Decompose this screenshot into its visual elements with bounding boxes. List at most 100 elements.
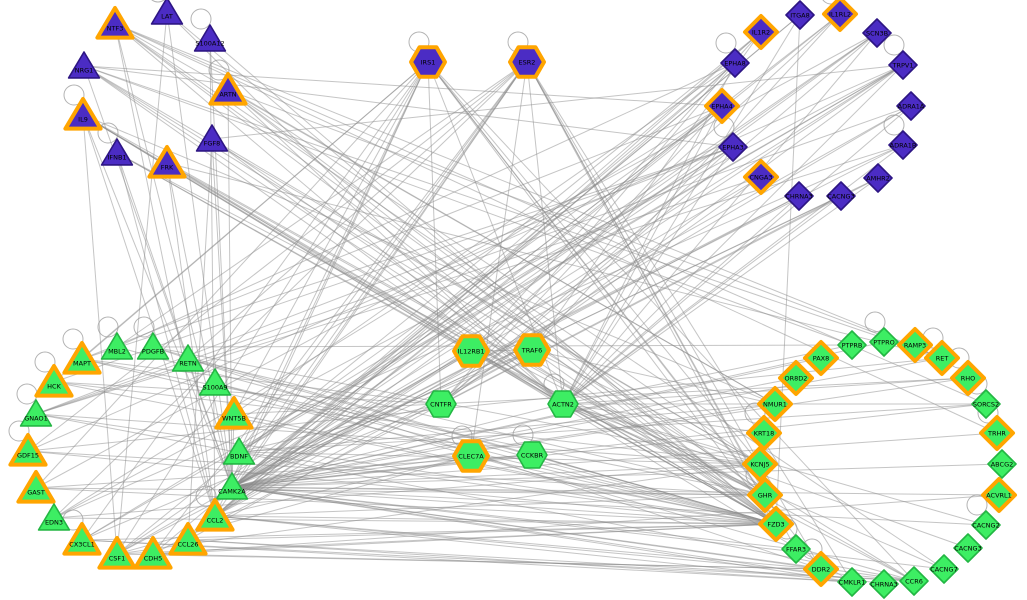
triangle-node-shape — [136, 332, 170, 360]
edge — [562, 403, 777, 525]
node-ACVRL1[interactable]: ACVRL1 — [981, 477, 1017, 513]
edge — [53, 105, 723, 519]
node-ADRA1A[interactable]: ADRA1A — [896, 91, 926, 121]
diamond-node-shape — [826, 181, 856, 211]
edge — [562, 177, 879, 405]
edge — [166, 162, 233, 488]
edge — [209, 38, 216, 517]
node-ABCG2[interactable]: ABCG2 — [987, 449, 1017, 479]
edge — [116, 62, 736, 348]
edge — [227, 89, 943, 359]
diamond-node-shape — [971, 510, 1001, 540]
triangle-node-shape — [147, 145, 187, 179]
edge — [231, 486, 987, 526]
node-IL12RB1[interactable]: IL12RB1 — [452, 334, 490, 368]
edge — [27, 64, 904, 452]
edge — [116, 152, 216, 517]
node-CCKBR[interactable]: CCKBR — [516, 441, 548, 469]
diamond-node-shape — [778, 360, 814, 396]
edge — [233, 377, 969, 415]
edge — [82, 114, 233, 488]
edge — [116, 11, 168, 555]
self-loop — [16, 383, 38, 405]
self-loop — [97, 122, 119, 144]
node-SCN3B[interactable]: SCN3B — [862, 18, 892, 48]
edge — [238, 451, 777, 525]
edge — [470, 350, 915, 582]
diamond-node-shape — [862, 18, 892, 48]
edge — [116, 31, 762, 555]
diamond-node-shape — [897, 327, 933, 363]
edge — [214, 61, 528, 517]
node-IRS1[interactable]: IRS1 — [409, 45, 447, 79]
edge — [562, 403, 945, 570]
edge — [562, 62, 736, 405]
edge — [53, 381, 777, 525]
node-IL1R2[interactable]: IL1R2 — [743, 14, 779, 50]
node-PTPRB[interactable]: PTPRB — [837, 330, 867, 360]
triangle-node-shape — [100, 332, 134, 360]
node-ACTN2[interactable]: ACTN2 — [547, 390, 579, 418]
triangle-node-shape — [37, 503, 71, 531]
triangle-node-shape — [19, 399, 53, 427]
edge — [35, 61, 429, 489]
edge — [152, 344, 853, 348]
edge — [231, 432, 765, 488]
hexagon-node-shape — [452, 334, 490, 368]
edge — [211, 138, 777, 525]
self-loop — [133, 316, 155, 338]
edge — [114, 23, 943, 359]
edge — [233, 61, 429, 415]
self-loop — [195, 485, 217, 507]
node-CMKLR1[interactable]: CMKLR1 — [837, 567, 867, 597]
node-TRHR[interactable]: TRHR — [979, 415, 1015, 451]
self-loop — [63, 84, 85, 106]
triangle-node-shape — [222, 437, 256, 465]
self-loop — [62, 328, 84, 350]
node-ESR2[interactable]: ESR2 — [508, 45, 546, 79]
node-CACNG3p[interactable]: CACNG3 — [826, 181, 856, 211]
node-CX3CL1[interactable]: CX3CL1 — [62, 522, 102, 556]
node-LAT[interactable]: LAT — [150, 0, 184, 25]
node-RHO[interactable]: RHO — [950, 360, 986, 396]
node-IL9[interactable]: IL9 — [63, 97, 103, 131]
edge-layer — [27, 11, 1003, 585]
edge — [116, 152, 472, 352]
edge — [27, 61, 528, 452]
edge — [214, 515, 915, 582]
edge — [35, 176, 762, 415]
node-TRAF6[interactable]: TRAF6 — [513, 333, 551, 367]
node-CLEC7A[interactable]: CLEC7A — [452, 439, 490, 473]
edge — [231, 486, 777, 525]
self-loop — [715, 32, 737, 54]
edge — [214, 62, 736, 517]
node-NTF3[interactable]: NTF3 — [95, 6, 135, 40]
edge — [211, 64, 904, 140]
edge — [166, 11, 233, 488]
node-FRK[interactable]: FRK — [147, 145, 187, 179]
node-CHRNA3g[interactable]: CHRNA3 — [869, 569, 899, 599]
edge — [238, 403, 776, 453]
node-CACNG3g[interactable]: CACNG3 — [953, 533, 983, 563]
triangle-node-shape — [133, 536, 173, 570]
edge — [526, 61, 853, 583]
edge — [82, 114, 118, 555]
diamond-node-shape — [720, 48, 750, 78]
node-OR8D2[interactable]: OR8D2 — [778, 360, 814, 396]
node-CNTFR[interactable]: CNTFR — [425, 390, 457, 418]
diamond-node-shape — [718, 132, 748, 162]
node-AMHR2[interactable]: AMHR2 — [863, 163, 893, 193]
diamond-node-shape — [781, 534, 811, 564]
triangle-node-shape — [195, 498, 235, 532]
edge — [116, 346, 777, 525]
edge — [152, 523, 777, 555]
edge — [81, 105, 723, 360]
triangle-node-shape — [8, 433, 48, 467]
edge — [35, 413, 777, 525]
node-CACNG7[interactable]: CACNG7 — [929, 554, 959, 584]
node-NRG1[interactable]: NRG1 — [67, 51, 101, 79]
node-ITGA8[interactable]: ITGA8 — [785, 0, 815, 30]
diamond-node-shape — [757, 386, 793, 422]
